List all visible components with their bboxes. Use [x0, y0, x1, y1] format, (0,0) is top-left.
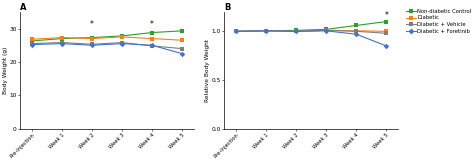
Text: *: * [384, 11, 388, 20]
Y-axis label: Body Weight (g): Body Weight (g) [3, 47, 8, 94]
Y-axis label: Relative Body Weight: Relative Body Weight [205, 39, 210, 102]
Text: B: B [224, 3, 231, 12]
Text: *: * [90, 20, 94, 29]
Text: A: A [20, 3, 27, 12]
Legend: Non-diabetic Control, Diabetic, Diabetic + Vehicle, Diabetic + Foretinib: Non-diabetic Control, Diabetic, Diabetic… [406, 9, 472, 34]
Text: *: * [150, 20, 154, 29]
